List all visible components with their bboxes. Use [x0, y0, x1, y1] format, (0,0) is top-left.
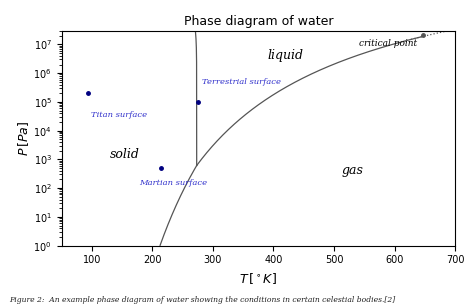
Text: liquid: liquid [267, 49, 303, 62]
Text: critical point: critical point [359, 39, 418, 48]
Text: Martian surface: Martian surface [139, 180, 207, 188]
X-axis label: $T\,[^\circ K]$: $T\,[^\circ K]$ [239, 271, 277, 286]
Text: Terrestrial surface: Terrestrial surface [202, 78, 281, 86]
Title: Phase diagram of water: Phase diagram of water [183, 15, 333, 28]
Y-axis label: $P\,[Pa]$: $P\,[Pa]$ [16, 120, 31, 156]
Text: solid: solid [110, 148, 140, 161]
Text: Figure 2:  An example phase diagram of water showing the conditions in certain c: Figure 2: An example phase diagram of wa… [9, 296, 396, 304]
Text: Titan surface: Titan surface [91, 111, 147, 119]
Text: gas: gas [341, 164, 363, 177]
